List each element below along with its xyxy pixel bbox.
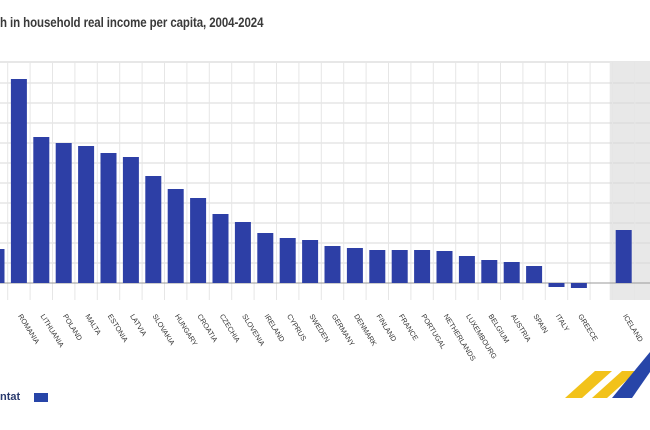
bar-belgium	[481, 260, 498, 283]
x-tick-label: GREECE	[576, 312, 600, 343]
logo-ribbon-blue	[612, 352, 650, 398]
x-tick-label: CROATIA	[195, 312, 219, 344]
x-tick-label: HUNGARY	[173, 312, 200, 347]
bar-portugal	[414, 250, 431, 283]
x-tick-label: FINLAND	[375, 312, 399, 343]
bar-germany	[324, 246, 341, 283]
source-logo-text: ntat	[0, 391, 21, 403]
x-tick-label: CZECHIA	[218, 312, 242, 344]
x-tick-label: ROMANIA	[16, 312, 42, 345]
chart-title: h in household real income per capita, 2…	[0, 14, 264, 30]
bar-spain	[526, 266, 543, 283]
bar-hungary	[167, 189, 184, 283]
bar-ireland	[257, 233, 274, 283]
bar-romania	[10, 79, 27, 283]
x-tick-label: SPAIN	[531, 312, 550, 335]
x-tick-label: POLAND	[61, 312, 84, 342]
bar-croatia	[190, 198, 207, 283]
bar-denmark	[346, 248, 363, 283]
bar-poland	[55, 143, 72, 283]
bar-item-0	[0, 249, 5, 283]
bar-france	[391, 250, 408, 283]
x-tick-label: BELGIUM	[487, 312, 512, 344]
bar-austria	[503, 262, 520, 283]
x-tick-label: LATVIA	[128, 312, 149, 337]
bar-greece	[570, 283, 587, 288]
bar-latvia	[122, 157, 139, 283]
bar-finland	[369, 250, 386, 283]
bar-lithuania	[33, 137, 50, 283]
bar-slovenia	[234, 222, 251, 283]
bar-iceland	[615, 230, 632, 283]
x-tick-label: ESTONIA	[106, 312, 130, 344]
bar-slovakia	[145, 176, 162, 283]
x-tick-label: SWEDEN	[307, 312, 331, 344]
x-tick-label: CYPRUS	[285, 312, 309, 342]
bar-cyprus	[279, 238, 296, 283]
x-tick-label: MALTA	[83, 312, 103, 336]
x-tick-label: IRELAND	[263, 312, 287, 343]
bar-italy	[548, 283, 565, 287]
bar-luxembourg	[458, 256, 475, 283]
x-tick-label: ITALY	[554, 312, 572, 333]
eurostat-logo-mark	[34, 393, 48, 402]
bar-sweden	[302, 240, 319, 283]
x-tick-label: FRANCE	[397, 312, 420, 342]
x-tick-label: SLOVAKIA	[151, 312, 177, 347]
bar-estonia	[100, 153, 117, 283]
x-tick-label: AUSTRIA	[509, 312, 533, 343]
bar-czechia	[212, 214, 229, 283]
logo-ribbon-yellow	[565, 371, 612, 398]
bar-netherlands	[436, 251, 453, 283]
logo-ribbon-yellow-2	[592, 371, 637, 398]
x-tick-label: ICELAND	[621, 312, 645, 343]
bar-malta	[78, 146, 95, 283]
